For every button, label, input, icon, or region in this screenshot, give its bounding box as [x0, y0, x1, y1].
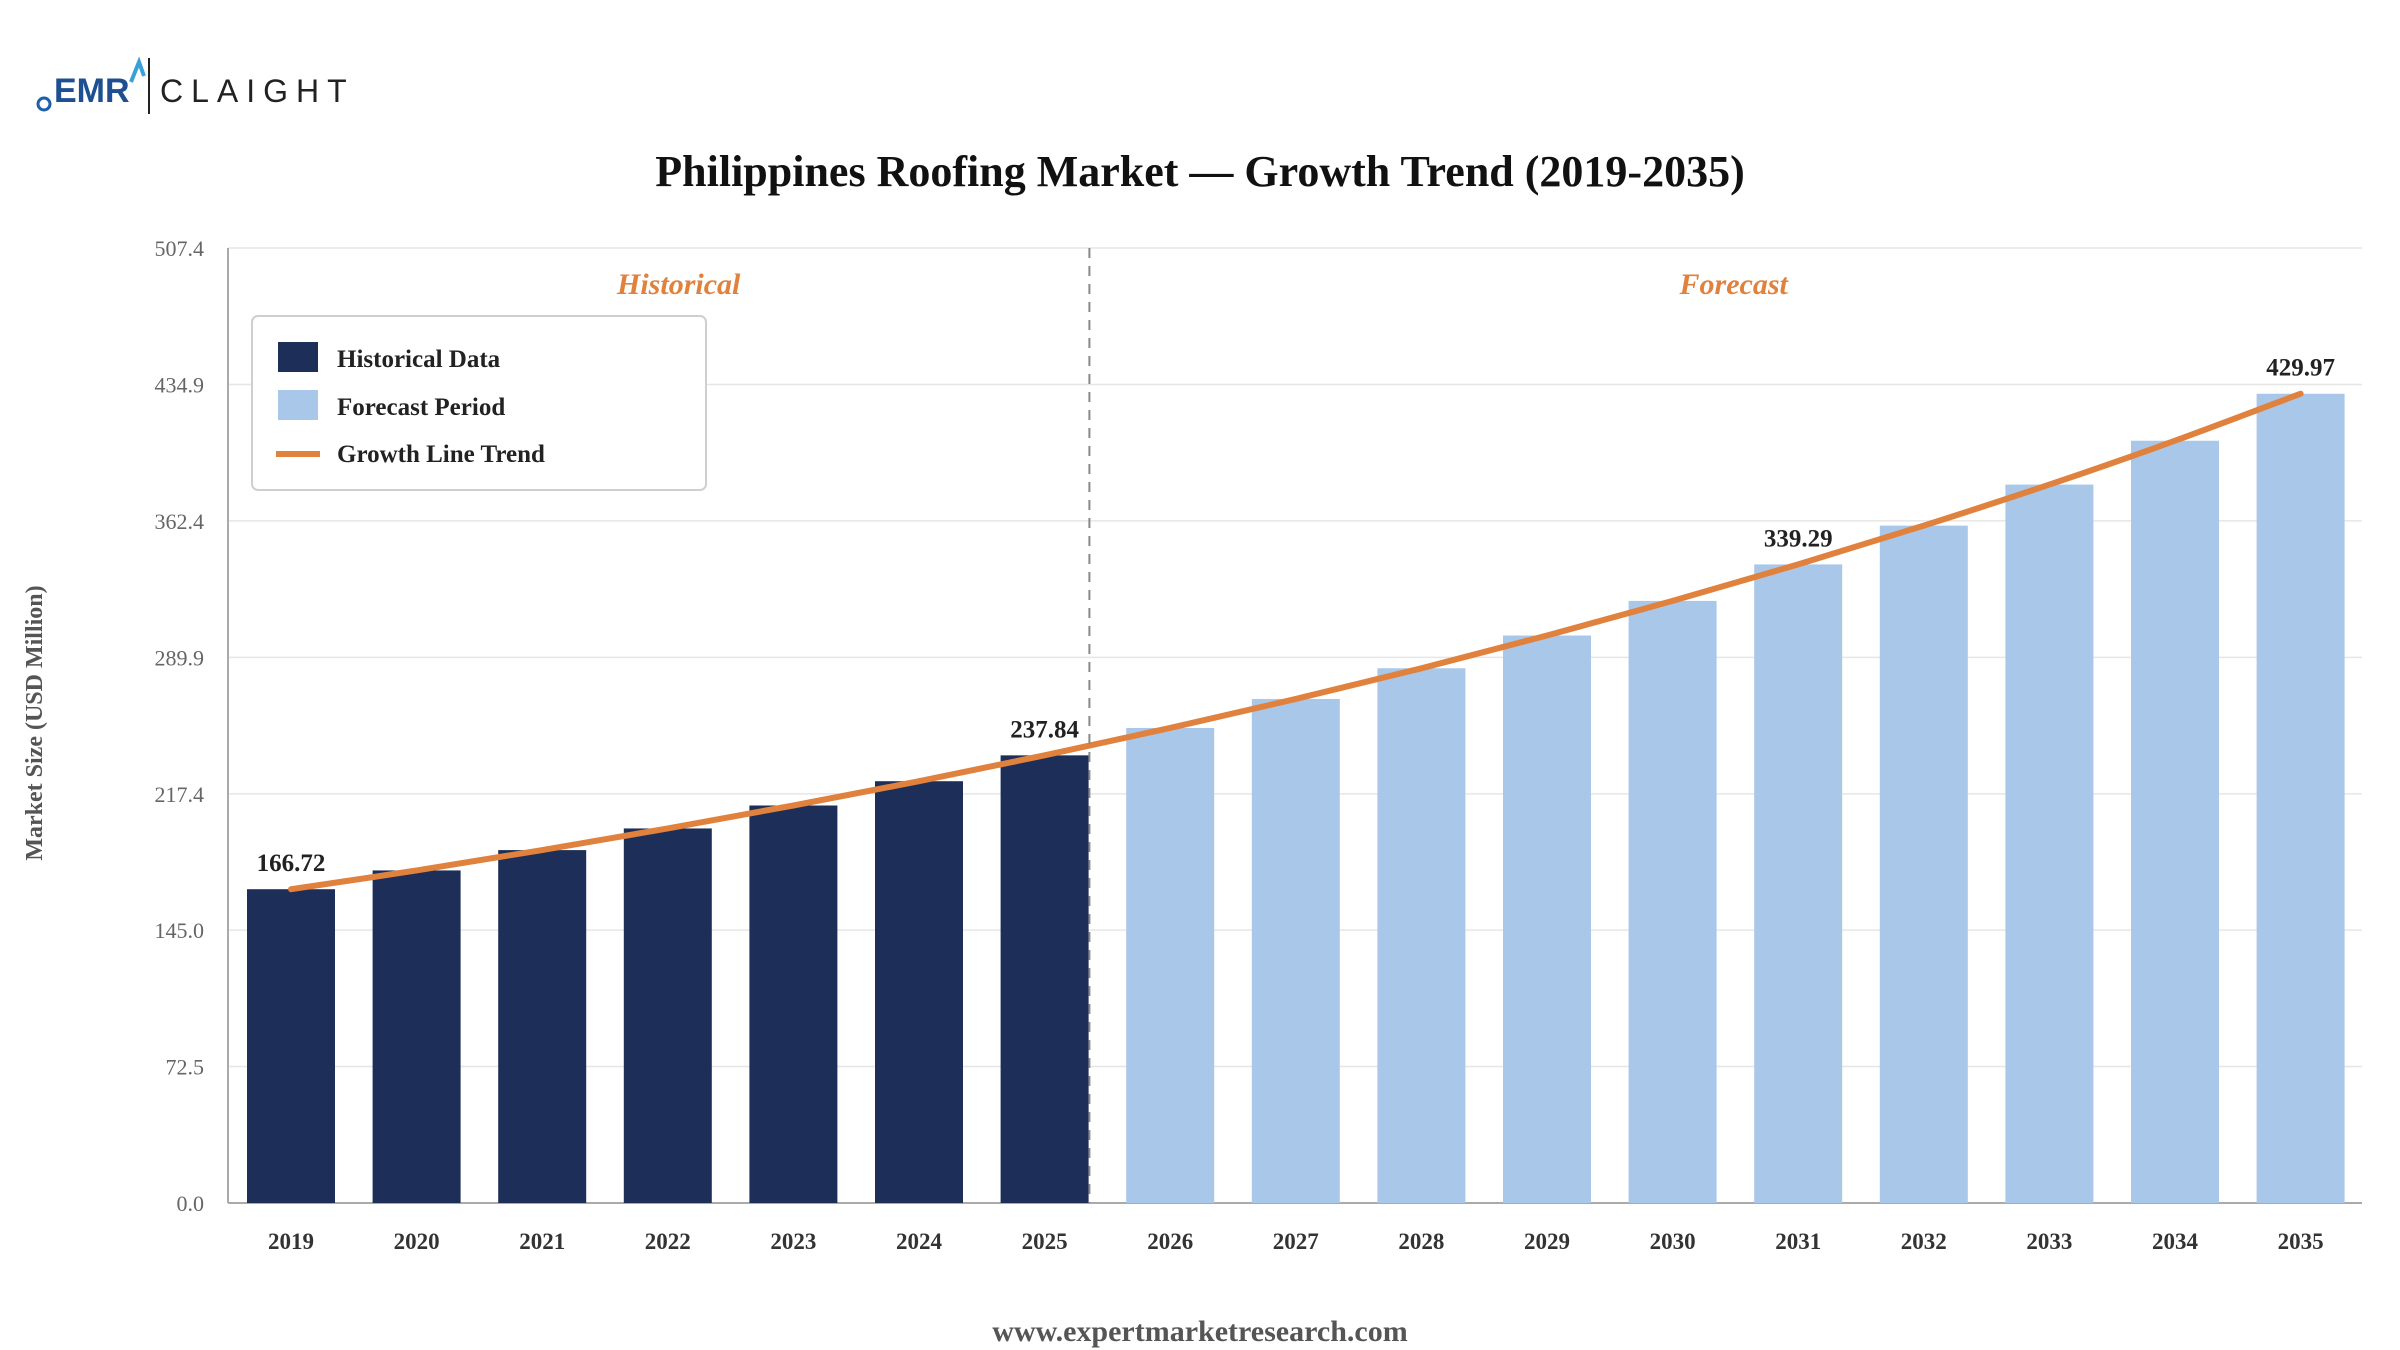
- logo-claight-text: CLAIGHT: [160, 73, 355, 109]
- bar-forecast: [2131, 440, 2219, 1203]
- logo-arrow-icon: [129, 56, 146, 83]
- x-tick-label: 2021: [519, 1229, 565, 1254]
- bar-forecast: [1879, 525, 1968, 1203]
- logo-divider: [148, 58, 150, 114]
- y-tick-label: 72.5: [166, 1055, 205, 1080]
- logo-dot-icon: [36, 96, 52, 112]
- y-tick-label: 289.9: [155, 645, 205, 670]
- legend-swatch-forecast: [278, 390, 318, 420]
- x-tick-label: 2028: [1398, 1229, 1444, 1254]
- logo-emr-text: EMR: [54, 72, 130, 110]
- bar-forecast: [1503, 635, 1591, 1203]
- legend-label-historical: Historical Data: [337, 346, 501, 373]
- x-tick-label: 2020: [394, 1229, 440, 1254]
- legend-label-trend: Growth Line Trend: [337, 441, 545, 468]
- bar-forecast: [1754, 564, 1843, 1203]
- forecast-period-label: Forecast: [1679, 268, 1790, 301]
- y-tick-label: 145.0: [155, 918, 205, 943]
- x-tick-label: 2032: [1901, 1229, 1947, 1254]
- growth-trend-line: [288, 390, 2304, 893]
- y-axis-ticks: 0.0 72.5 145.0 217.4 289.9 362.4 434.9 507.4: [155, 236, 205, 1216]
- x-axis-ticks: 2019 2020 2021 2022 2023 2024 2025 2026 2027 2028…: [268, 1229, 2324, 1254]
- x-tick-label: 2027: [1273, 1229, 1319, 1254]
- historical-period-label: Historical: [616, 268, 741, 301]
- y-tick-label: 217.4: [155, 782, 205, 807]
- data-label: 166.72: [257, 850, 326, 877]
- data-label: 429.97: [2266, 355, 2335, 382]
- bar-forecast: [2005, 484, 2094, 1203]
- legend-box: [251, 315, 707, 491]
- bar-forecast: [1628, 600, 1717, 1203]
- legend-swatch-historical: [278, 342, 318, 372]
- bar-historical: [1000, 755, 1089, 1203]
- data-label: 339.29: [1764, 525, 1833, 552]
- trend-line-group: [288, 390, 2304, 893]
- x-tick-label: 2033: [2026, 1229, 2072, 1254]
- legend: Historical Data Forecast Period Growth L…: [251, 315, 707, 491]
- x-tick-label: 2023: [770, 1229, 816, 1254]
- x-tick-label: 2026: [1147, 1229, 1193, 1254]
- x-tick-label: 2025: [1022, 1229, 1068, 1254]
- bar-historical: [372, 870, 461, 1203]
- y-axis-label: Market Size (USD Million): [22, 585, 48, 860]
- y-tick-label: 434.9: [155, 372, 205, 397]
- bar-forecast: [1126, 727, 1215, 1203]
- x-tick-label: 2035: [2278, 1229, 2324, 1254]
- x-tick-label: 2024: [896, 1229, 943, 1254]
- bar-historical: [749, 805, 838, 1203]
- x-tick-label: 2022: [645, 1229, 691, 1254]
- legend-label-forecast: Forecast Period: [337, 394, 505, 421]
- x-tick-label: 2029: [1524, 1229, 1570, 1254]
- bar-historical: [875, 781, 963, 1203]
- bar-forecast: [1251, 698, 1340, 1203]
- bar-forecast: [2256, 393, 2345, 1203]
- x-tick-label: 2019: [268, 1229, 314, 1254]
- bar-historical: [247, 889, 335, 1203]
- y-tick-label: 0.0: [177, 1191, 205, 1216]
- emr-claight-logo: EMR CLAIGHT: [36, 56, 355, 114]
- x-tick-label: 2030: [1650, 1229, 1696, 1254]
- x-tick-label: 2031: [1775, 1229, 1821, 1254]
- x-tick-label: 2034: [2152, 1229, 2199, 1254]
- data-label: 237.84: [1010, 716, 1079, 743]
- footer-url: www.expertmarketresearch.com: [992, 1315, 1407, 1348]
- y-tick-label: 362.4: [155, 509, 205, 534]
- bars: [247, 393, 2345, 1203]
- data-labels: 166.72 237.84 339.29 429.97: [257, 355, 2335, 877]
- y-tick-label: 507.4: [155, 236, 205, 261]
- bar-historical: [498, 850, 587, 1203]
- bar-forecast: [1377, 668, 1466, 1203]
- bar-historical: [623, 828, 712, 1203]
- chart-title: Philippines Roofing Market — Growth Tren…: [655, 147, 1744, 196]
